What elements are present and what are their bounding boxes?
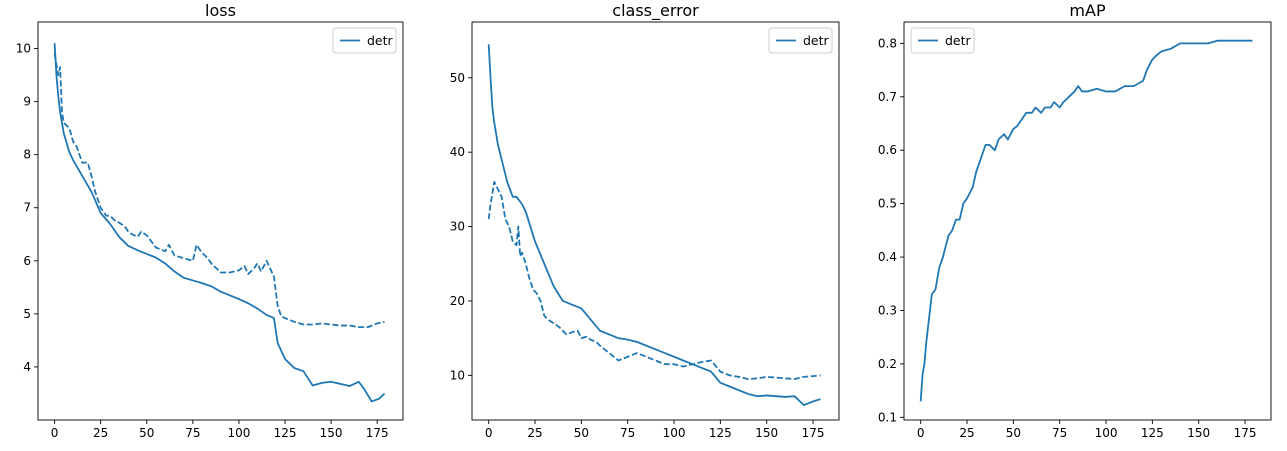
y-tick-label: 0.7 [878,90,897,104]
y-tick-label: 0.3 [878,303,897,317]
x-tick-label: 150 [320,426,343,440]
legend-label: detr [945,33,972,48]
legend: detr [910,27,975,54]
x-tick-label: 125 [709,426,732,440]
x-tick-label: 100 [1095,426,1118,440]
x-tick-label: 25 [527,426,542,440]
y-tick-label: 0.4 [878,250,897,264]
x-tick-label: 0 [51,426,59,440]
x-tick-label: 50 [1006,426,1021,440]
chart-title: mAP [1069,1,1106,20]
axes-frame [37,21,404,421]
chart-title: class_error [612,1,699,21]
series-line-solid [53,43,386,403]
y-tick-label: 9 [23,95,31,109]
x-tick-label: 25 [93,426,108,440]
x-tick-label: 0 [485,426,493,440]
series-line-dashed [487,181,821,380]
y-tick-label: 50 [450,71,465,85]
y-tick-label: 10 [450,368,465,382]
chart-2: mAP 0 25 50 75 100 125 150 175 0.1 0.2 0.3 0.4 0.5 0.6… [878,1,1272,440]
x-tick-label: 0 [917,426,925,440]
chart-0: loss 0 25 50 75 100 125 150 175 4 5 6 7 8 9 10 detr [16,1,404,440]
x-tick-label: 100 [227,426,250,440]
x-tick-label: 125 [1141,426,1164,440]
y-tick-label: 5 [23,307,31,321]
x-tick-label: 75 [620,426,635,440]
x-tick-label: 25 [959,426,974,440]
y-tick-label: 30 [450,220,465,234]
series-line-dashed [53,53,385,329]
x-tick-label: 50 [574,426,589,440]
legend-box [768,27,833,54]
series-line-solid [919,39,1253,402]
y-tick-label: 10 [16,42,31,56]
y-tick-label: 0.1 [878,410,897,424]
y-tick-label: 20 [450,294,465,308]
y-tick-label: 7 [23,201,31,215]
legend-label: detr [803,33,830,48]
y-tick-label: 0.2 [878,357,897,371]
x-tick-label: 125 [274,426,297,440]
x-tick-label: 100 [663,426,686,440]
y-tick-label: 8 [23,148,31,162]
legend: detr [768,27,833,54]
legend-label: detr [367,33,394,48]
x-tick-label: 175 [802,426,825,440]
axes-frame [471,21,840,421]
y-tick-label: 40 [450,145,465,159]
x-tick-label: 150 [755,426,778,440]
legend: detr [332,27,397,54]
legend-box [910,27,975,54]
y-tick-label: 4 [23,360,31,374]
y-tick-label: 0.5 [878,197,897,211]
chart-1: class_error 0 25 50 75 100 125 150 175 10 20 30 40 50… [450,1,840,440]
y-tick-label: 0.6 [878,143,897,157]
x-tick-label: 75 [185,426,200,440]
legend-box [332,27,397,54]
x-tick-label: 50 [139,426,154,440]
chart-title: loss [205,1,236,20]
y-tick-label: 6 [23,254,31,268]
x-tick-label: 75 [1052,426,1067,440]
x-tick-label: 175 [366,426,389,440]
axes-frame [903,21,1272,421]
y-tick-label: 0.8 [878,36,897,50]
x-tick-label: 150 [1187,426,1210,440]
series-line-solid [487,44,821,407]
x-tick-label: 175 [1234,426,1257,440]
